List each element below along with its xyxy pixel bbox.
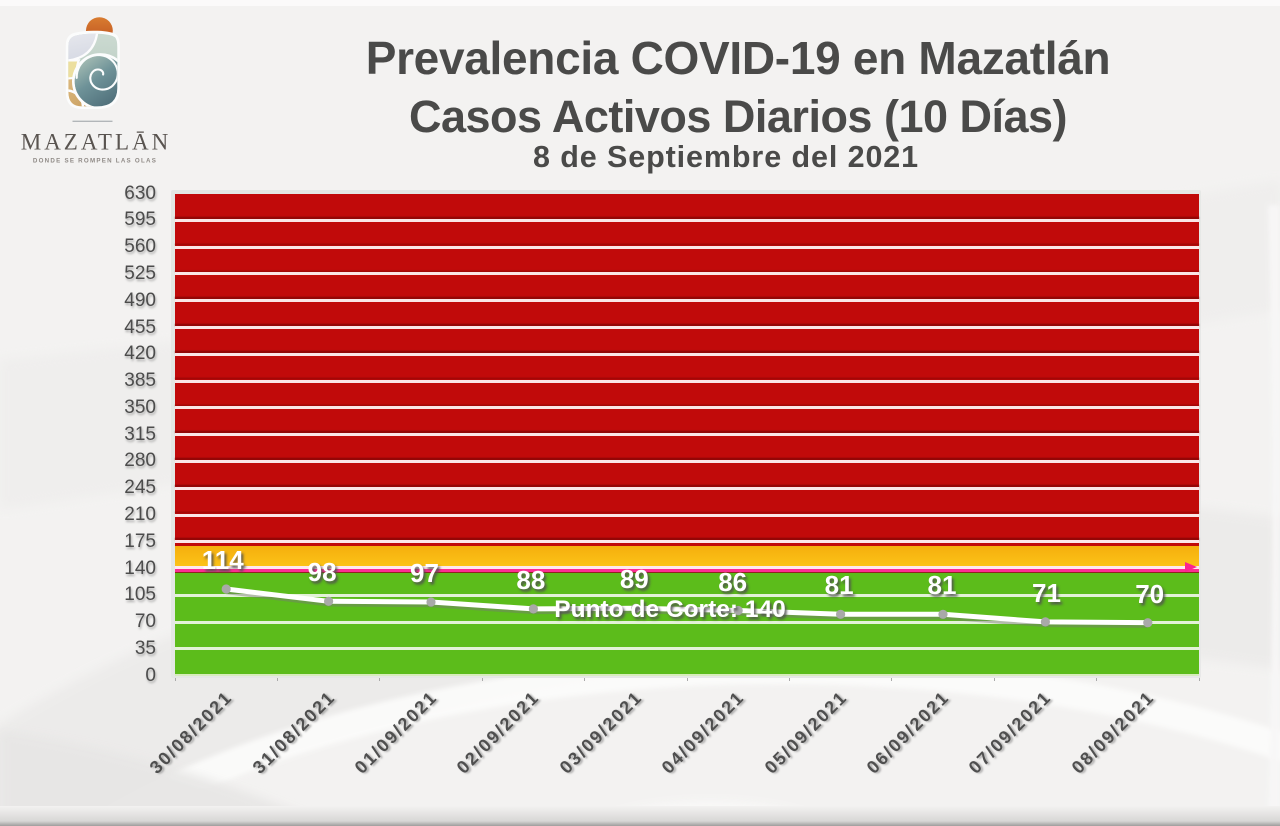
svg-text:MAZATLĀN: MAZATLĀN: [21, 130, 172, 155]
svg-text:DONDE SE ROMPEN LAS OLAS: DONDE SE ROMPEN LAS OLAS: [33, 158, 157, 165]
